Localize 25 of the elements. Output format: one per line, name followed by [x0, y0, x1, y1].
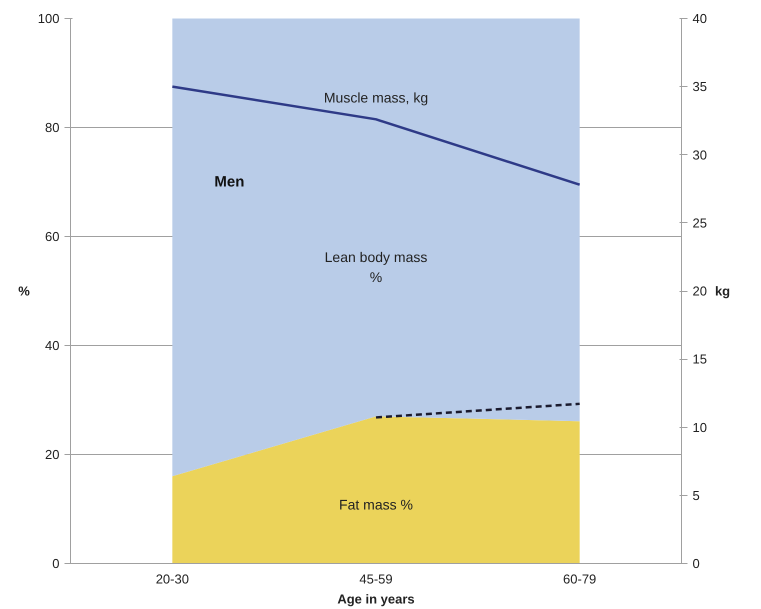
y2-axis-title: kg — [714, 284, 730, 298]
y-tick-label: 20 — [45, 447, 60, 462]
y-tick-label: 100 — [38, 11, 60, 26]
series-label: Fat mass % — [339, 496, 413, 513]
y2-tick-label: 5 — [692, 488, 700, 503]
x-axis-title: Age in years — [337, 592, 415, 606]
y-tick-label: 40 — [45, 338, 60, 353]
x-tick-label: 20-30 — [156, 572, 189, 586]
x-tick-label: 60-79 — [563, 572, 596, 586]
y-tick-label: 60 — [45, 229, 60, 244]
y-tick-label: 0 — [52, 556, 60, 571]
annotation: Men — [214, 174, 244, 190]
x-tick-label: 45-59 — [359, 572, 393, 586]
y2-tick-label: 30 — [692, 147, 707, 162]
y2-tick-label: 25 — [692, 215, 707, 230]
y-axis-title: % — [18, 284, 30, 298]
y2-tick-label: 20 — [692, 284, 707, 298]
y2-tick-label: 35 — [692, 79, 707, 94]
y-tick-label: 80 — [45, 120, 60, 135]
series-label: Lean body mass % — [324, 249, 428, 286]
y2-tick-label: 0 — [692, 556, 700, 571]
series-label: Muscle mass, kg — [324, 89, 428, 106]
y2-tick-label: 40 — [692, 11, 707, 26]
y2-tick-label: 15 — [692, 352, 707, 367]
y2-tick-label: 10 — [692, 420, 707, 435]
